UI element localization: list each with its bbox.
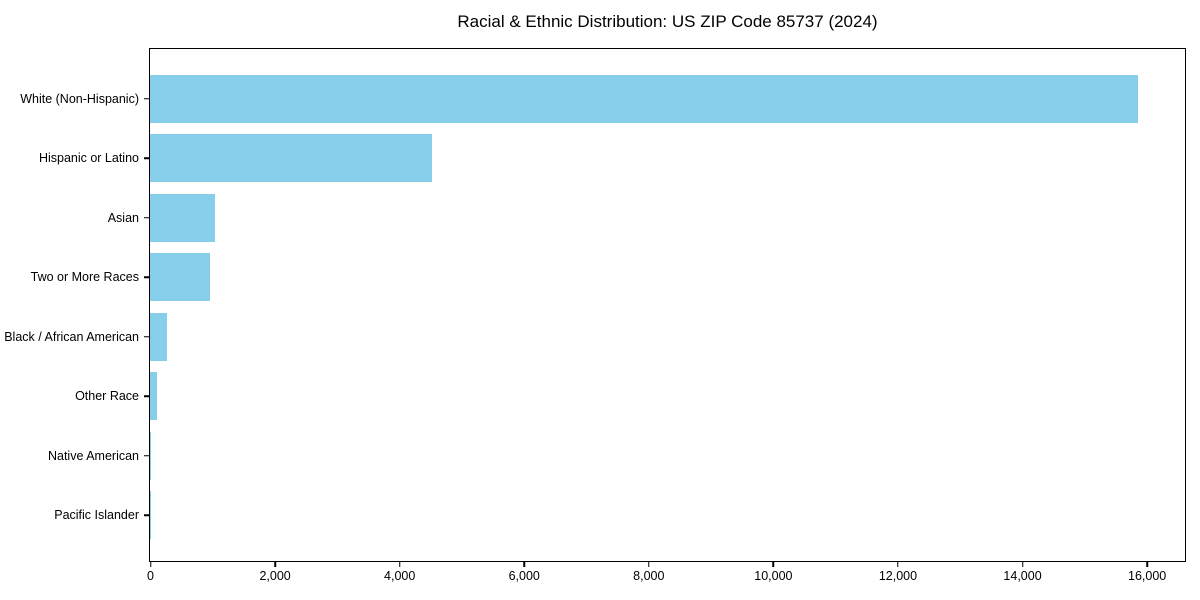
bar-row: Other Race [75, 367, 1185, 427]
x-tick-mark [398, 562, 401, 567]
x-tick-mark [648, 562, 650, 567]
x-tick-label: 16,000 [1128, 569, 1167, 583]
y-tick-mark [143, 217, 149, 219]
x-axis: 0 2,000 4,000 6,000 8,000 10,000 12,000 14,000 1… [147, 562, 1185, 594]
bar-row: Asian [108, 188, 1185, 248]
bar-row: Black / African American [4, 307, 1185, 367]
bar [150, 431, 152, 480]
bar [150, 134, 432, 183]
plot-area: White (Non-Hispanic) Hispanic or Latino As… [4, 48, 1186, 562]
y-tick-label: Native American [47, 448, 139, 463]
bar [150, 74, 1139, 123]
y-tick-label: Asian [107, 210, 139, 225]
x-tick-label: 12,000 [878, 569, 918, 583]
x-tick-mark [897, 562, 899, 567]
y-tick-label: Two or More Races [30, 270, 139, 285]
x-tick-label: 10,000 [754, 569, 793, 583]
bar-row: Pacific Islander [54, 486, 1185, 546]
x-tick-mark [1021, 562, 1024, 567]
x-tick-mark [523, 562, 525, 567]
x-tick-label: 2,000 [259, 569, 291, 583]
y-tick-mark [143, 157, 149, 159]
chart-title: Racial & Ethnic Distribution: US ZIP Cod… [457, 12, 878, 31]
x-tick-mark [149, 562, 152, 567]
bar [150, 253, 210, 302]
y-tick-mark [143, 276, 149, 278]
y-tick-mark [143, 395, 149, 397]
y-tick-mark [143, 98, 149, 100]
y-tick-mark [143, 455, 149, 457]
bar [150, 372, 157, 421]
bar [150, 193, 215, 242]
y-tick-label: White (Non-Hispanic) [20, 91, 139, 106]
x-tick-mark [274, 562, 276, 567]
x-tick-label: 14,000 [1003, 569, 1042, 583]
bar-row: White (Non-Hispanic) [20, 69, 1185, 129]
x-tick-label: 0 [147, 569, 154, 583]
y-tick-label: Pacific Islander [54, 508, 139, 523]
bar [150, 312, 167, 361]
x-tick-mark [1146, 562, 1148, 567]
bar-row: Two or More Races [31, 248, 1185, 308]
y-tick-label: Black / African American [4, 329, 139, 344]
y-tick-label: Other Race [75, 389, 139, 404]
y-tick-mark [143, 514, 149, 516]
x-tick-label: 4,000 [384, 569, 416, 583]
x-tick-mark [772, 562, 775, 567]
x-tick-label: 8,000 [633, 569, 665, 583]
y-tick-mark [143, 336, 149, 338]
y-tick-label: Hispanic or Latino [38, 151, 139, 166]
x-tick-label: 6,000 [508, 569, 540, 583]
bar-row: Hispanic or Latino [39, 129, 1185, 189]
bar-row: Native American [48, 426, 1185, 486]
